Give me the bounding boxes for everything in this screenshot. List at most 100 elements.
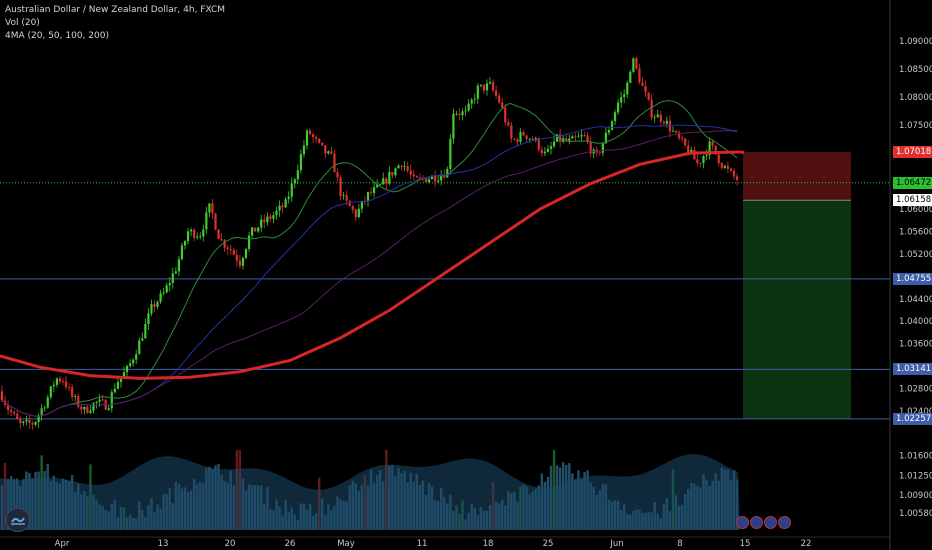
candle-body (668, 120, 672, 132)
candle-body (528, 138, 531, 140)
candle-body (583, 135, 586, 137)
candle-body (427, 179, 431, 183)
event-flag-icon[interactable] (736, 516, 749, 529)
candle-body (284, 199, 287, 208)
candle-body (244, 248, 248, 258)
candle-body (217, 229, 220, 240)
event-flag-icon[interactable] (750, 516, 763, 529)
candle-body (196, 236, 199, 238)
candle-body (653, 117, 656, 119)
candle-body (568, 138, 571, 141)
candle-body (464, 110, 467, 112)
candle-body (308, 130, 312, 135)
y-tick-label: 1.02800 (899, 384, 932, 394)
candle-body (330, 151, 333, 154)
candle-body (19, 418, 22, 424)
y-tick-label: 1.05200 (899, 250, 932, 260)
candle-body (327, 151, 330, 154)
price-tag: 1.07018 (893, 146, 932, 159)
x-tick-label: Jun (609, 539, 623, 549)
candle-body (162, 292, 165, 294)
candle-body (479, 84, 482, 86)
candle-body (101, 399, 104, 401)
candle-body (720, 163, 723, 168)
candle-body (324, 145, 327, 154)
ma200-line (0, 150, 741, 380)
candle-body (516, 139, 519, 142)
price-tag: 1.04755 (893, 272, 932, 285)
y-tick-label: 1.05600 (899, 228, 932, 238)
candle-body (385, 178, 388, 184)
candle-body (68, 387, 71, 388)
candle-body (443, 175, 446, 178)
candle-body (71, 387, 74, 397)
symbol-title[interactable]: Australian Dollar / New Zealand Dollar, … (5, 5, 226, 15)
candle-body (89, 410, 92, 413)
candle-body (452, 113, 455, 139)
tradingview-logo-icon[interactable] (6, 508, 30, 532)
candle-body (293, 179, 296, 184)
candle-body (299, 154, 302, 171)
candle-body (156, 301, 159, 307)
y-tick-label: 1.03600 (899, 340, 932, 350)
x-tick-label: Apr (55, 539, 70, 549)
candle-body (272, 215, 275, 219)
candle-body (147, 313, 150, 324)
candle-body (681, 137, 684, 139)
candle-body (589, 141, 592, 154)
candle-body (263, 219, 266, 223)
candle-body (345, 195, 348, 201)
candle-body (199, 236, 202, 238)
candle-body (671, 130, 675, 132)
volume-ma-area (0, 454, 740, 530)
candle-body (574, 136, 577, 138)
candle-body (296, 170, 299, 180)
candle-body (580, 135, 583, 137)
candle-body (659, 114, 662, 122)
moving-average-indicator-label[interactable]: 4MA (20, 50, 100, 200) (5, 31, 109, 41)
candle-body (382, 178, 385, 185)
candle-body (379, 184, 382, 186)
event-flag-icon[interactable] (764, 516, 777, 529)
candle-body (613, 112, 617, 122)
candle-body (220, 239, 223, 241)
candle-body (546, 148, 550, 152)
candle-body (406, 166, 409, 171)
y-tick-label: 1.07500 (899, 121, 932, 131)
candle-body (333, 153, 336, 173)
candle-body (498, 95, 501, 103)
y-tick-label: 1.01250 (899, 471, 932, 481)
candle-body (446, 168, 449, 178)
event-flag-icon[interactable] (778, 516, 791, 529)
candle-body (635, 58, 638, 69)
candle-body (360, 201, 363, 209)
candle-body (388, 172, 391, 184)
candle-body (226, 247, 229, 250)
candle-body (129, 363, 132, 366)
candle-body (440, 175, 443, 181)
candle-body (394, 168, 397, 176)
candle-body (501, 102, 504, 108)
candle-body (150, 304, 153, 314)
candle-body (476, 85, 479, 99)
candle-body (238, 260, 241, 266)
candle-body (430, 175, 434, 180)
volume-indicator-label[interactable]: Vol (20) (5, 18, 40, 28)
candle-body (540, 149, 543, 154)
candle-body (110, 392, 113, 409)
candle-body (13, 412, 16, 414)
chart-legend: Australian Dollar / New Zealand Dollar, … (5, 4, 225, 43)
candle-body (726, 165, 729, 169)
candle-body (190, 229, 193, 232)
candle-body (132, 359, 135, 364)
y-tick-label: 1.06000 (899, 205, 932, 215)
candle-body (656, 114, 659, 118)
candle-body (214, 213, 217, 230)
candle-body (174, 271, 177, 274)
candle-body (278, 205, 281, 211)
candle-body (458, 113, 461, 116)
candle-body (525, 135, 528, 139)
y-tick-label: 1.00900 (899, 491, 932, 501)
